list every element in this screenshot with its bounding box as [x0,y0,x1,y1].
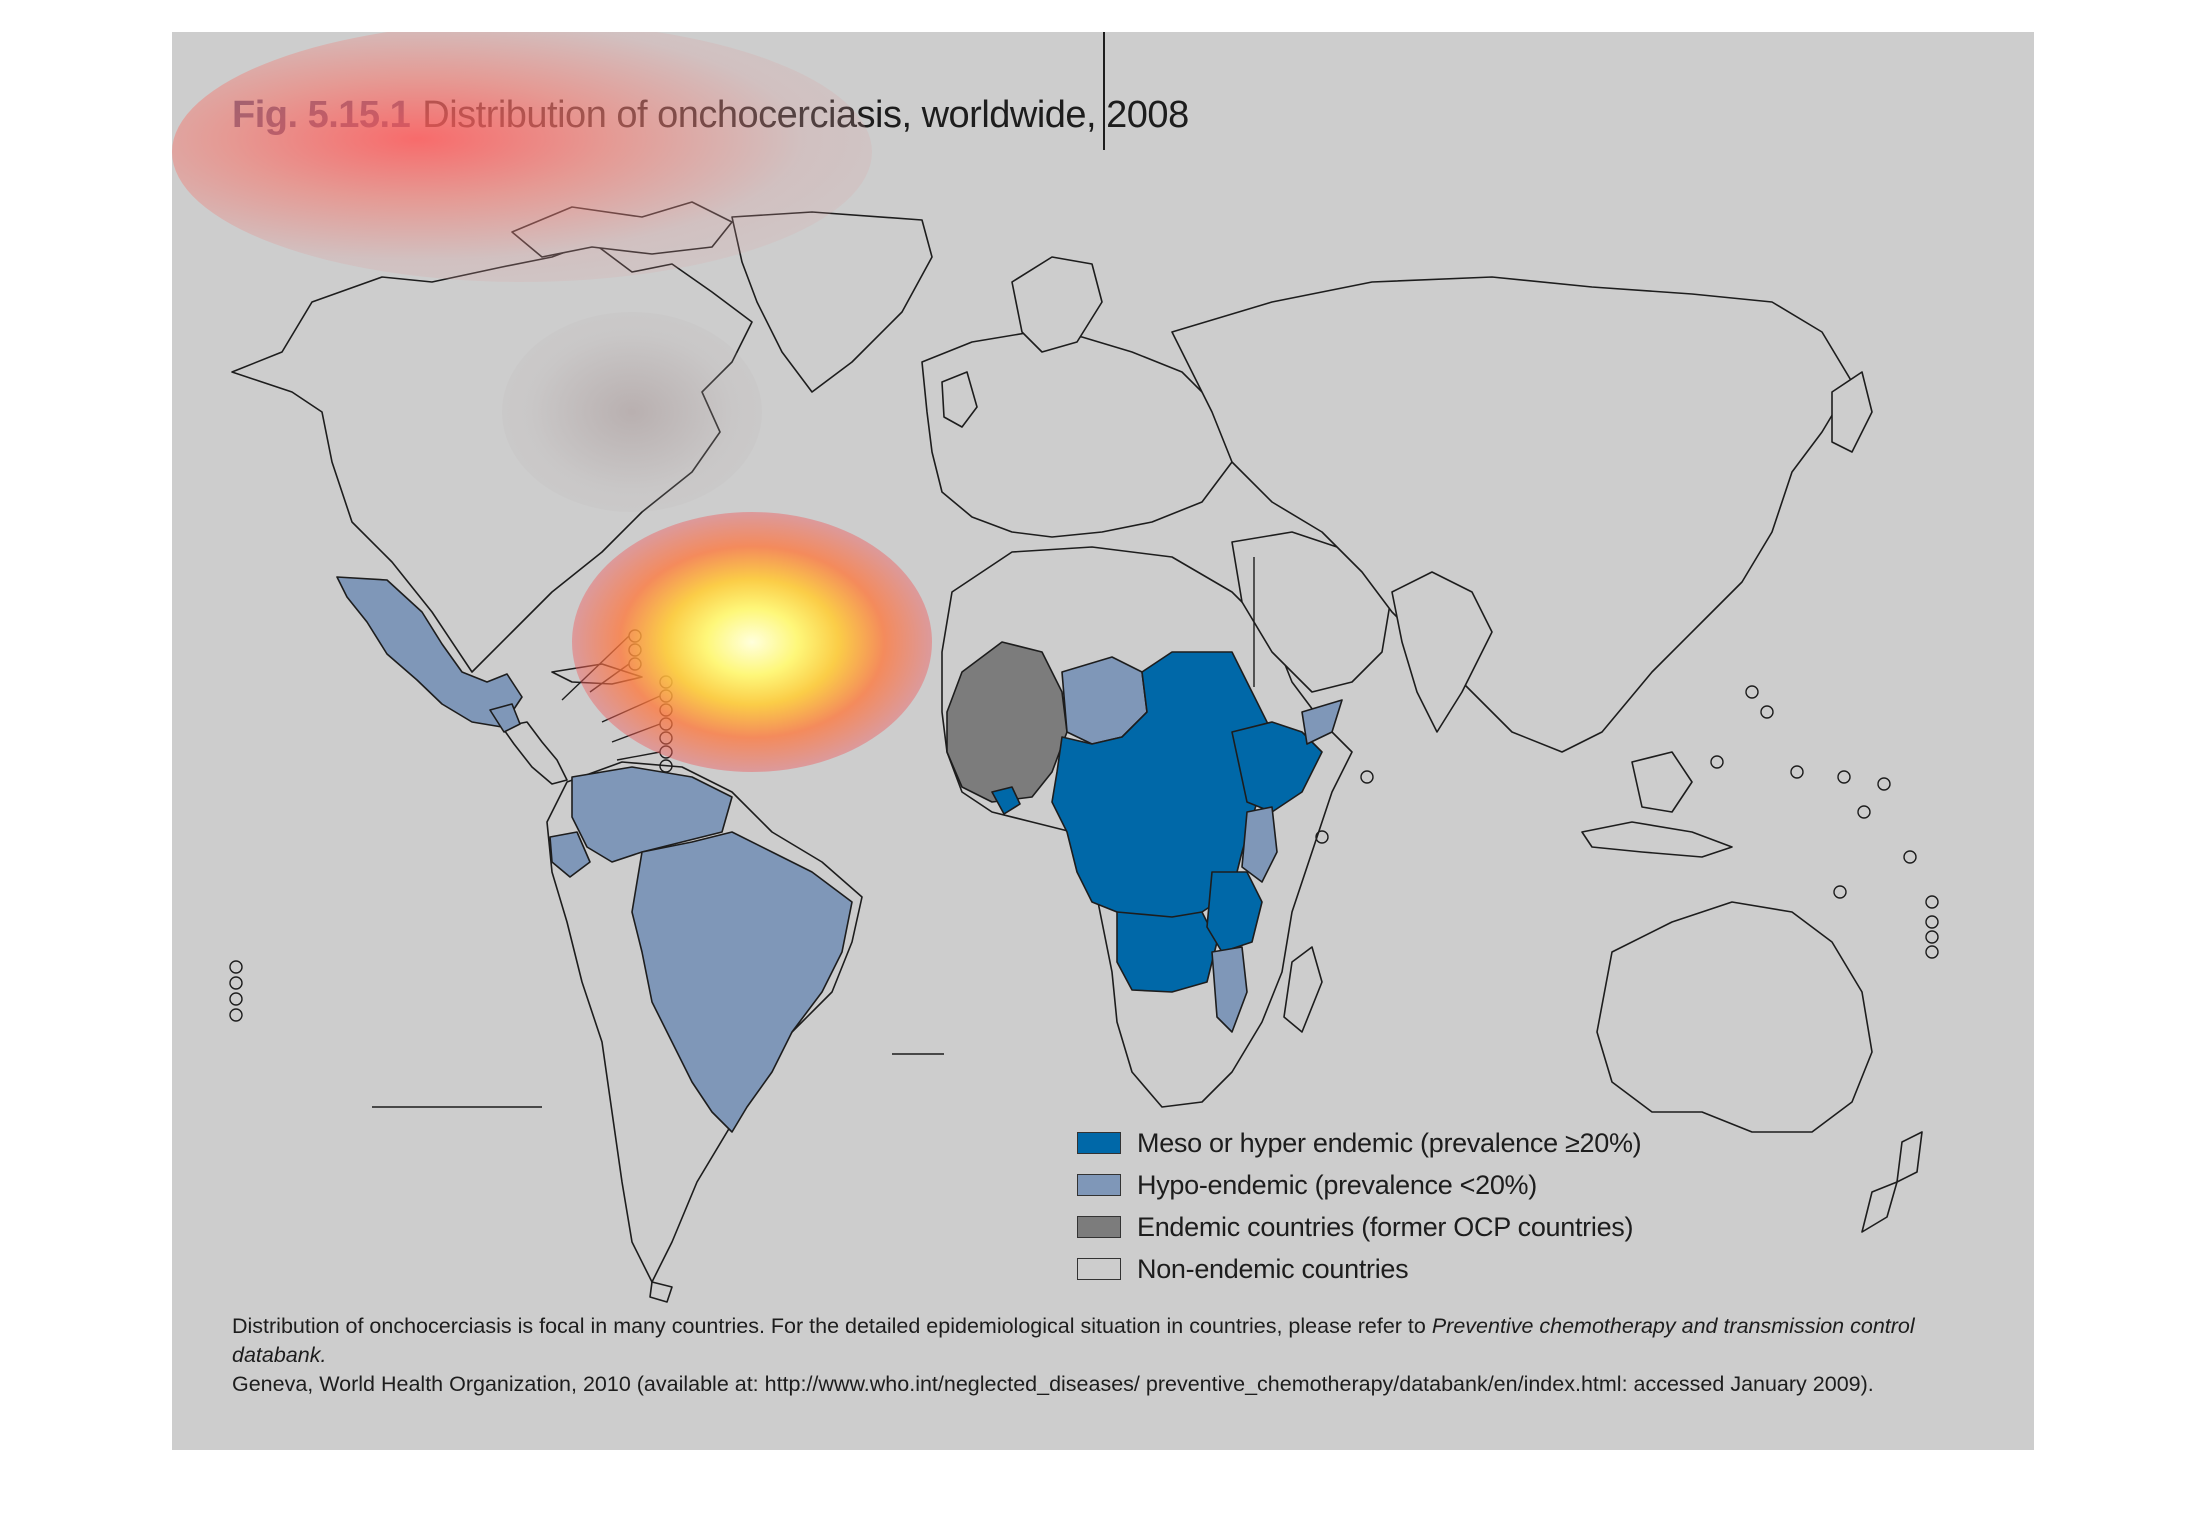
legend-item-former-ocp: Endemic countries (former OCP countries) [1077,1206,1641,1248]
region-west-africa-ocp [946,641,1068,803]
legend-item-meso-hyper: Meso or hyper endemic (prevalence ≥20%) [1077,1122,1642,1164]
island-marker [1837,770,1851,784]
region-middle-east [1231,531,1393,693]
legend-item-hypo: Hypo-endemic (prevalence <20%) [1077,1164,1641,1206]
island-marker [1925,895,1939,909]
legend-swatch [1077,1174,1121,1196]
island-marker [1925,915,1939,929]
region-india [1391,571,1493,733]
map-legend: Meso or hyper endemic (prevalence ≥20%) … [1077,1122,1642,1290]
caption-source: Geneva, World Health Organization, 2010 … [232,1372,1874,1396]
caption-italic-reference: Preventive chemotherapy and transmission… [232,1314,1915,1367]
figure-panel: Fig. 5.15.1 Distribution of onchocerciasi… [172,32,2034,1450]
region-borneo [1631,751,1693,813]
region-north-america [231,241,753,673]
region-guatemala [489,703,521,733]
island-marker [1833,885,1847,899]
legend-label: Meso or hyper endemic (prevalence ≥20%) [1137,1127,1642,1158]
island-marker [1790,765,1804,779]
island-marker [659,675,673,689]
caption-text: Distribution of onchocerciasis is focal … [232,1314,1432,1338]
region-somalia-hypo [1301,699,1343,745]
region-japan [1831,371,1873,453]
region-scandinavia [1011,256,1103,353]
island-marker [1760,705,1774,719]
region-australia [1596,901,1873,1133]
region-europe [921,331,1233,538]
title-divider [1103,32,1105,150]
region-brazil [631,831,853,1133]
region-east-africa-hypo [1241,806,1278,883]
island-marker [229,1008,243,1022]
island-marker [1360,770,1374,784]
region-mozambique-hypo [1211,946,1248,1033]
region-tanzania [1206,871,1263,953]
legend-label: Non-endemic countries [1137,1253,1409,1284]
island-marker [1903,850,1917,864]
region-madagascar [1283,946,1323,1033]
region-uk [941,371,978,428]
region-tierra-del-fuego [649,1281,673,1303]
legend-swatch [1077,1216,1121,1238]
island-marker [659,731,673,745]
island-marker [1925,945,1939,959]
figure-caption: Distribution of onchocerciasis is focal … [232,1312,1992,1399]
region-angola [1116,911,1218,993]
region-new-zealand [1896,1131,1923,1183]
figure-title: Fig. 5.15.1 Distribution of onchocerciasi… [232,94,1189,137]
legend-label: Endemic countries (former OCP countries) [1137,1211,1634,1242]
figure-number: Fig. 5.15.1 [232,94,411,136]
region-arctic-islands [511,201,733,258]
region-central-america [501,721,568,785]
region-indonesia [1581,821,1733,858]
region-ecuador [549,831,591,878]
island-marker [659,745,673,759]
island-marker [229,992,243,1006]
island-marker [1315,830,1329,844]
legend-item-non-endemic: Non-endemic countries [1077,1248,1641,1290]
island-marker [1877,777,1891,791]
island-marker [659,703,673,717]
island-marker [628,643,642,657]
island-marker [628,657,642,671]
region-greenland [731,211,933,393]
region-new-zealand-south [1861,1181,1898,1233]
figure-title-text: Distribution of onchocerciasis, worldwid… [422,94,1189,136]
legend-swatch [1077,1258,1121,1280]
region-ethiopia [1231,721,1323,813]
island-marker [229,976,243,990]
island-marker [1857,805,1871,819]
island-marker [229,960,243,974]
legend-label: Hypo-endemic (prevalence <20%) [1137,1169,1537,1200]
island-marker [1745,685,1759,699]
region-colombia-venezuela [571,766,733,863]
legend-swatch [1077,1132,1121,1154]
region-asia [1171,276,1853,753]
island-marker [659,689,673,703]
island-marker [1925,930,1939,944]
island-marker [628,629,642,643]
island-marker [659,717,673,731]
region-liberia [991,786,1021,815]
island-marker [1710,755,1724,769]
